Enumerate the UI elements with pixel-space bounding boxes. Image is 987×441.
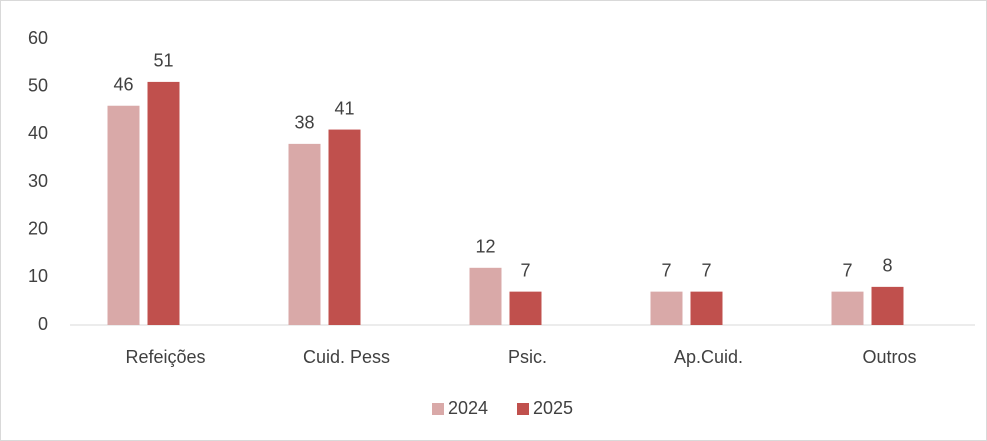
- data-label: 12: [475, 237, 495, 257]
- y-tick-label: 30: [28, 171, 48, 191]
- y-tick-label: 0: [38, 314, 48, 334]
- y-tick-label: 60: [28, 28, 48, 48]
- legend-label: 2025: [533, 398, 573, 418]
- bar: [328, 129, 361, 325]
- bar: [690, 291, 723, 325]
- data-label: 38: [294, 113, 314, 133]
- data-label: 8: [882, 256, 892, 276]
- bar: [650, 291, 683, 325]
- legend-label: 2024: [448, 398, 488, 418]
- bar: [469, 267, 502, 325]
- x-tick-label: Psic.: [508, 347, 547, 367]
- bar: [831, 291, 864, 325]
- data-label: 7: [661, 260, 671, 280]
- x-tick-label: Refeições: [125, 347, 205, 367]
- y-tick-label: 50: [28, 75, 48, 95]
- data-label: 7: [701, 260, 711, 280]
- y-tick-label: 20: [28, 218, 48, 238]
- bar: [509, 291, 542, 325]
- y-tick-label: 40: [28, 123, 48, 143]
- data-label: 51: [153, 51, 173, 71]
- x-tick-label: Ap.Cuid.: [674, 347, 743, 367]
- bar: [288, 143, 321, 325]
- legend-swatch: [517, 403, 529, 415]
- x-tick-label: Cuid. Pess: [303, 347, 390, 367]
- data-label: 7: [520, 260, 530, 280]
- y-tick-label: 10: [28, 266, 48, 286]
- data-label: 46: [113, 74, 133, 94]
- x-tick-label: Outros: [862, 347, 916, 367]
- bar: [147, 81, 180, 326]
- data-label: 7: [842, 260, 852, 280]
- bar: [871, 286, 904, 325]
- bar: [107, 105, 140, 325]
- data-label: 41: [334, 98, 354, 118]
- legend-swatch: [432, 403, 444, 415]
